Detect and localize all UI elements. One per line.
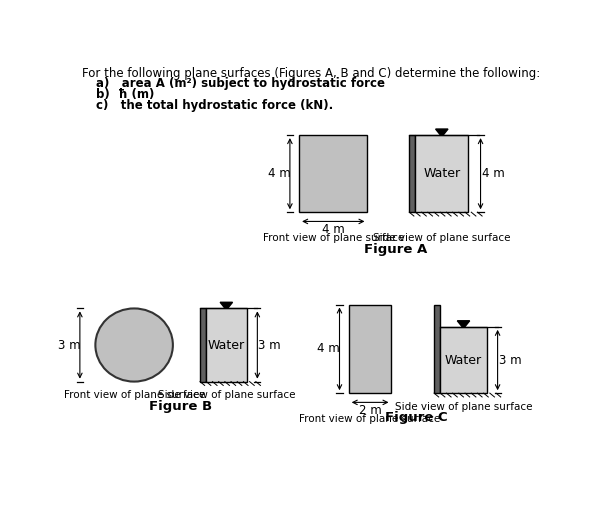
Text: Water: Water [445,354,482,367]
Text: Side view of plane surface: Side view of plane surface [395,402,532,412]
Bar [434,305,440,393]
Text: c)   the total hydrostatic force (kN).: c) the total hydrostatic force (kN). [96,99,333,112]
Polygon shape [220,302,232,310]
Text: 4 m: 4 m [317,342,340,355]
Text: 4 m: 4 m [322,223,345,236]
Text: b)  ħ (m): b) ħ (m) [96,88,154,101]
Bar [206,309,246,382]
Text: Front view of plane surface: Front view of plane surface [63,390,205,401]
Text: 4 m: 4 m [482,167,504,180]
Text: Side view of plane surface: Side view of plane surface [157,390,295,401]
Text: 4 m: 4 m [268,167,291,180]
Ellipse shape [95,309,173,382]
Text: Figure C: Figure C [385,412,448,424]
Bar [409,135,415,212]
Polygon shape [435,129,448,136]
Text: Figure B: Figure B [149,400,212,413]
Bar [349,305,392,393]
Text: Figure A: Figure A [364,242,427,255]
Text: 3 m: 3 m [58,339,80,352]
Text: 3 m: 3 m [258,339,281,352]
Text: 2 m: 2 m [359,404,381,417]
Bar [440,327,487,393]
Text: Front view of plane surface: Front view of plane surface [300,414,441,424]
Bar [200,309,206,382]
Text: Side view of plane surface: Side view of plane surface [373,233,511,244]
Bar [299,135,367,212]
Text: 3 m: 3 m [499,354,521,367]
Bar [415,135,468,212]
Text: Water: Water [208,339,245,352]
Polygon shape [457,321,470,328]
Text: Water: Water [423,167,460,180]
Text: a)   area A (m²) subject to hydrostatic force: a) area A (m²) subject to hydrostatic fo… [96,78,385,90]
Text: Front view of plane surface: Front view of plane surface [263,233,404,244]
Text: For the following plane surfaces (Figures A, B and C) determine the following:: For the following plane surfaces (Figure… [82,67,541,80]
